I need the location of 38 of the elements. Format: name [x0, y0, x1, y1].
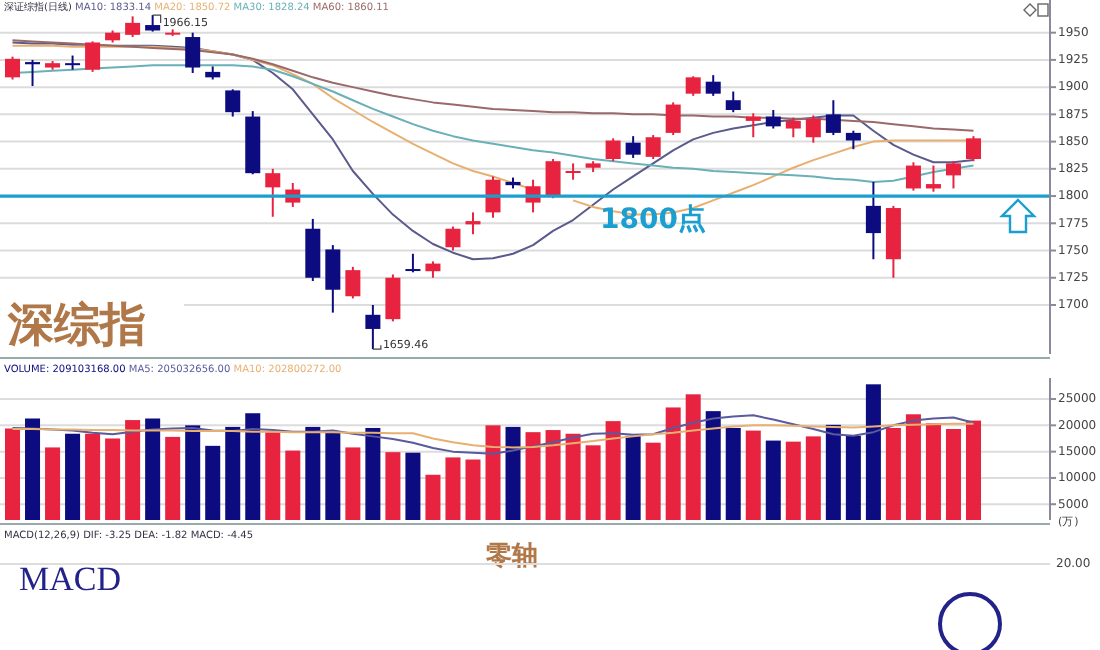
candlestick [645, 134, 661, 161]
candlestick [665, 101, 681, 137]
candlestick [965, 135, 981, 163]
candlestick [85, 40, 101, 73]
line-series [11, 414, 975, 455]
candlestick [345, 265, 361, 300]
line-series [11, 422, 975, 449]
candlestick [265, 167, 281, 218]
candlestick [565, 162, 581, 181]
candlestick [725, 90, 741, 114]
candlestick [805, 114, 821, 144]
candlestick [25, 58, 41, 88]
candlestick [745, 112, 761, 139]
candlestick [825, 99, 841, 137]
candlestick [605, 137, 621, 163]
candlestick [705, 74, 721, 97]
candlestick [465, 211, 481, 236]
annotation: 深综指 [6, 300, 146, 352]
candlestick [625, 135, 641, 159]
candlestick [385, 273, 401, 323]
candlestick [325, 244, 341, 314]
candlestick [365, 303, 381, 351]
candlestick [845, 129, 861, 151]
ref-line-label: 1800点 [600, 204, 706, 237]
candlestick [225, 88, 241, 118]
candlestick [685, 75, 701, 97]
candlestick [185, 31, 201, 74]
candlestick [765, 109, 781, 130]
candlestick [865, 180, 881, 261]
text: MACD [18, 560, 122, 598]
candlestick [405, 252, 421, 274]
candlestick [945, 160, 961, 190]
candlestick [125, 15, 141, 39]
candlestick [445, 225, 461, 252]
candlestick [925, 164, 941, 193]
candlestick [5, 55, 21, 81]
candlestick [905, 161, 921, 192]
candlestick [785, 116, 801, 139]
